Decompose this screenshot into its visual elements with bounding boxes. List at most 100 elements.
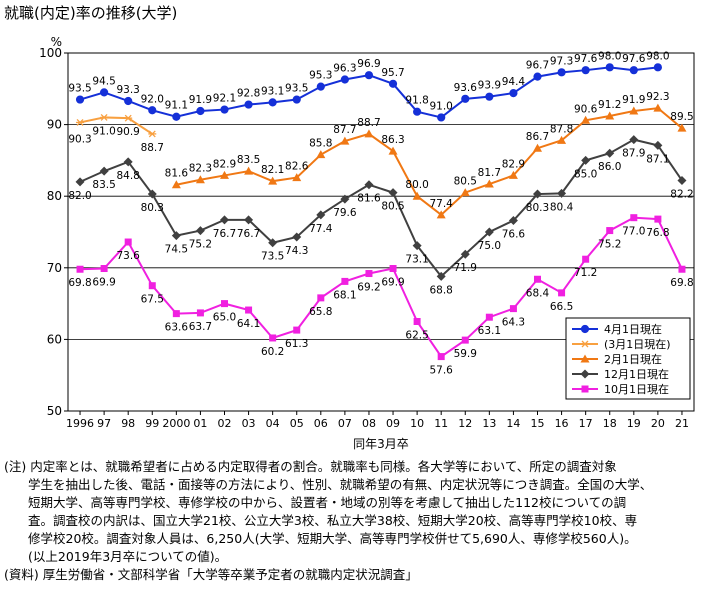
data-label: 93.5 [285,83,308,95]
note-line: (以上2019年3月卒についての値)。 [28,549,228,564]
y-tick-label: 80 [47,189,62,203]
data-point [100,88,109,97]
data-label: 97.3 [550,55,573,67]
y-axis-label: % [51,35,62,49]
data-point [124,96,133,106]
data-point [436,271,446,281]
legend: 4月1日現在 (3月1日現在) 2月1日現在 12月1日現在 10月1日現在 [565,317,691,400]
notes: (注) 内定率とは、就職希望者に占める内定取得者の割合。就職率も同様。各大学等に… [4,458,720,584]
data-point [653,63,662,72]
data-label: 93.5 [68,83,91,95]
x-tick-label: 98 [121,417,135,430]
data-point [365,270,373,278]
x-tick-label: 05 [290,417,304,430]
data-point [412,191,422,200]
data-point [340,136,350,145]
x-tick-label: 97 [97,417,111,430]
legend-item: 4月1日現在 [572,323,662,336]
data-label: 89.5 [670,111,693,123]
data-label: 81.7 [478,167,501,179]
x-tick-label: 06 [314,417,328,430]
data-point [76,265,84,273]
data-label: 73.5 [261,251,284,263]
data-point [196,106,205,116]
legend-marker [580,354,590,363]
data-label: 90.3 [68,133,91,145]
data-label: 61.3 [285,338,308,350]
data-point [557,68,566,77]
data-point [364,129,374,138]
x-tick-label: 16 [555,417,569,430]
data-label: 91.9 [622,94,645,106]
data-label: 84.8 [116,170,139,182]
data-label: 90.6 [574,103,598,115]
data-point [581,66,590,75]
data-label: 94.4 [502,76,526,88]
data-label: 83.5 [237,154,260,166]
data-label: 96.9 [357,58,380,70]
y-tick-label: 50 [47,404,62,418]
data-label: 82.9 [502,158,525,170]
data-label: 87.9 [622,148,645,160]
data-label: 86.3 [381,134,404,146]
data-point [533,72,542,81]
data-point [100,113,109,121]
x-axis-label: 同年3月卒 [353,437,409,451]
x-tick-label: 10 [410,417,424,430]
data-label: 69.9 [381,277,404,289]
data-label: 64.3 [502,317,525,329]
data-label: 93.9 [478,80,501,92]
data-point [340,75,349,84]
data-point [292,173,302,182]
data-label: 59.9 [454,348,477,360]
data-label: 71.2 [574,267,597,279]
data-point [124,238,132,246]
data-point [508,216,518,226]
data-label: 67.5 [141,294,164,306]
series-line [79,138,683,278]
data-label: 82.3 [189,163,212,175]
data-point [171,231,181,241]
data-point [605,111,615,120]
data-point [388,146,398,155]
data-label: 74.5 [165,244,188,256]
data-label: 77.4 [309,223,333,235]
x-tick-label: 02 [218,417,232,430]
data-point [484,227,494,237]
data-label: 76.8 [646,227,669,239]
data-label: 95.7 [381,67,404,79]
data-label: 73.1 [405,254,428,266]
data-point [557,135,567,144]
data-label: 63.7 [189,321,212,333]
data-point [413,318,421,325]
data-point [316,82,325,91]
data-label: 76.7 [213,228,236,240]
data-point [557,188,567,198]
x-tick-label: 07 [338,417,352,430]
data-label: 91.8 [405,95,428,107]
data-point [100,265,108,273]
data-point [653,103,663,112]
data-point [533,189,542,199]
series [76,113,157,138]
data-label: 69.8 [68,277,91,289]
legend-marker [581,340,589,348]
x-tick-label: 03 [242,417,256,430]
data-point [389,265,397,273]
data-point [630,214,638,222]
data-label: 98.0 [646,50,669,62]
legend-item: 2月1日現在 [572,353,662,366]
x-tick-label: 99 [145,417,159,430]
data-label: 82.0 [68,190,91,202]
x-tick-label: 13 [482,417,496,430]
x-tick-label: 08 [362,417,376,430]
data-label: 65.8 [309,306,332,318]
data-label: 82.1 [261,164,284,176]
data-label: 69.8 [670,277,693,289]
data-label: 81.6 [357,193,381,205]
data-label: 97.6 [622,53,646,65]
x-tick-label: 2000 [162,417,190,430]
x-tick-label: 19 [627,417,641,430]
data-label: 82.2 [670,188,693,200]
data-label: 80.4 [550,201,574,213]
